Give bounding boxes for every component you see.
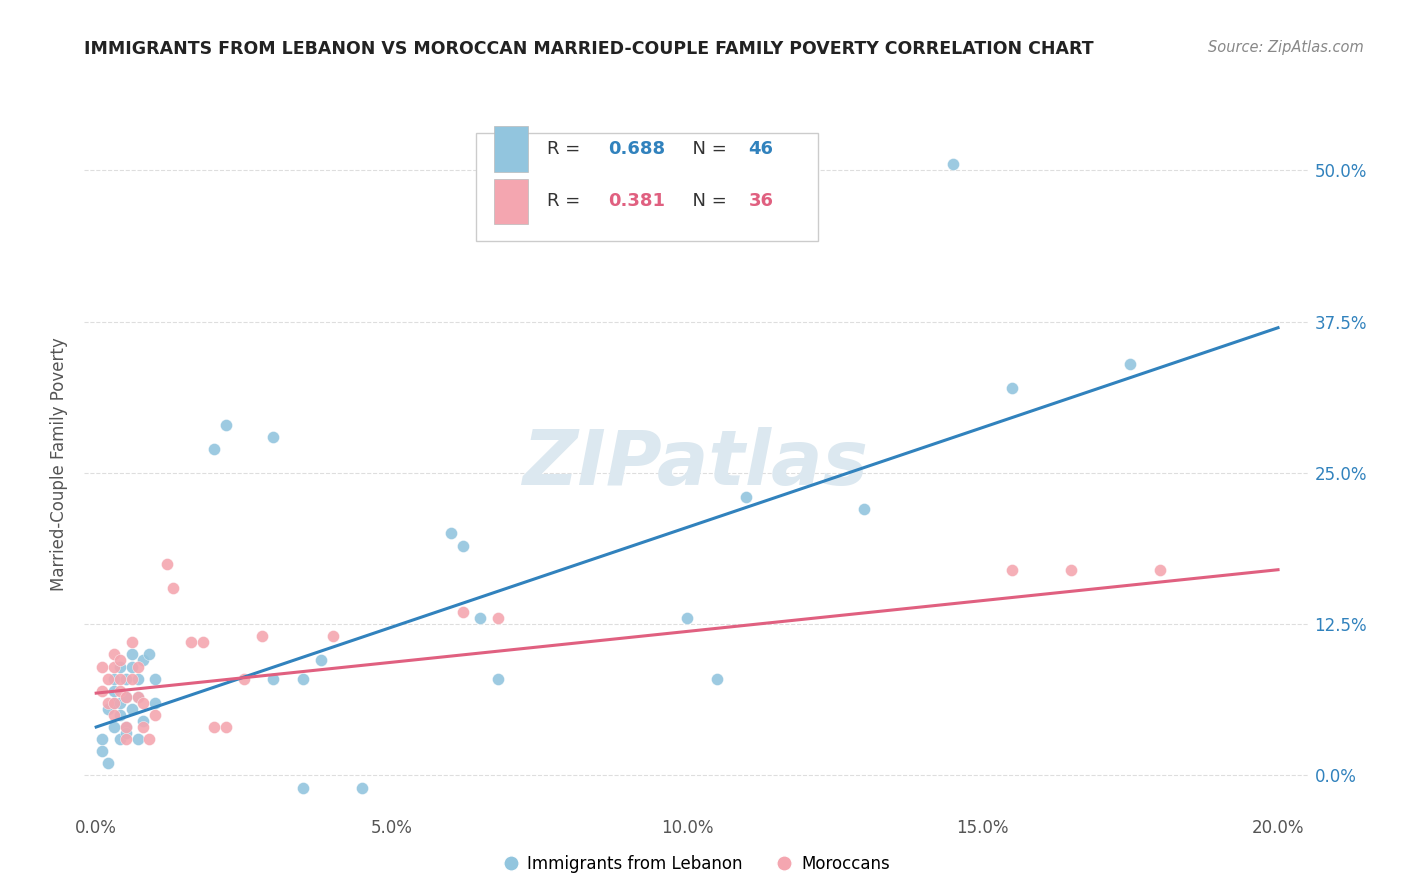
Point: [232, 672, 254, 686]
Point: [292, 780, 315, 795]
Point: [91, 659, 114, 673]
Y-axis label: Married-Couple Family Poverty: Married-Couple Family Poverty: [51, 337, 69, 591]
Text: 46: 46: [748, 140, 773, 158]
Text: N =: N =: [682, 140, 733, 158]
Point: [114, 720, 136, 734]
Point: [1001, 563, 1024, 577]
Point: [262, 429, 284, 443]
Point: [114, 726, 136, 740]
Point: [1060, 563, 1083, 577]
Point: [121, 635, 143, 649]
Point: [127, 690, 149, 704]
Point: [470, 611, 492, 625]
Point: [103, 720, 125, 734]
Point: [180, 635, 202, 649]
Point: [706, 672, 728, 686]
Point: [262, 672, 284, 686]
Point: [103, 696, 125, 710]
Point: [127, 732, 149, 747]
Point: [451, 539, 474, 553]
Point: [108, 659, 131, 673]
Point: [121, 659, 143, 673]
Point: [853, 502, 876, 516]
Point: [486, 672, 509, 686]
Text: ZIPatlas: ZIPatlas: [523, 427, 869, 500]
Text: R =: R =: [547, 140, 586, 158]
Point: [91, 732, 114, 747]
Point: [103, 707, 125, 722]
Point: [486, 611, 509, 625]
Point: [1149, 563, 1171, 577]
FancyBboxPatch shape: [494, 178, 529, 224]
Text: IMMIGRANTS FROM LEBANON VS MOROCCAN MARRIED-COUPLE FAMILY POVERTY CORRELATION CH: IMMIGRANTS FROM LEBANON VS MOROCCAN MARR…: [84, 40, 1094, 58]
Point: [1119, 357, 1142, 371]
Point: [114, 720, 136, 734]
Point: [91, 744, 114, 758]
Point: [322, 629, 344, 643]
Point: [97, 702, 120, 716]
Point: [309, 653, 332, 667]
Text: 0.688: 0.688: [607, 140, 665, 158]
Point: [202, 720, 225, 734]
Point: [215, 720, 238, 734]
Point: [352, 780, 374, 795]
Point: [440, 526, 463, 541]
FancyBboxPatch shape: [494, 127, 529, 171]
Point: [156, 557, 179, 571]
Point: [103, 672, 125, 686]
Point: [108, 672, 131, 686]
Point: [103, 648, 125, 662]
Point: [451, 605, 474, 619]
FancyBboxPatch shape: [475, 134, 818, 241]
Point: [114, 690, 136, 704]
Point: [114, 672, 136, 686]
Point: [132, 653, 155, 667]
Point: [215, 417, 238, 432]
Text: 0.381: 0.381: [607, 192, 665, 211]
Point: [108, 696, 131, 710]
Point: [250, 629, 273, 643]
Point: [292, 672, 315, 686]
Point: [114, 690, 136, 704]
Point: [103, 696, 125, 710]
Point: [108, 683, 131, 698]
Point: [735, 490, 758, 504]
Point: [127, 672, 149, 686]
Point: [108, 732, 131, 747]
Legend: Immigrants from Lebanon, Moroccans: Immigrants from Lebanon, Moroccans: [495, 848, 897, 880]
Point: [942, 157, 965, 171]
Point: [97, 672, 120, 686]
Point: [103, 683, 125, 698]
Point: [103, 659, 125, 673]
Point: [143, 696, 166, 710]
Point: [191, 635, 214, 649]
Point: [97, 696, 120, 710]
Point: [1001, 381, 1024, 395]
Point: [108, 707, 131, 722]
Point: [143, 672, 166, 686]
Point: [202, 442, 225, 456]
Point: [108, 653, 131, 667]
Point: [121, 702, 143, 716]
Text: Source: ZipAtlas.com: Source: ZipAtlas.com: [1208, 40, 1364, 55]
Point: [132, 714, 155, 728]
Point: [121, 672, 143, 686]
Point: [676, 611, 699, 625]
Point: [91, 683, 114, 698]
Point: [138, 732, 160, 747]
Text: N =: N =: [682, 192, 733, 211]
Point: [127, 659, 149, 673]
Point: [114, 732, 136, 747]
Point: [132, 696, 155, 710]
Point: [138, 648, 160, 662]
Point: [143, 707, 166, 722]
Point: [121, 648, 143, 662]
Point: [127, 690, 149, 704]
Point: [97, 756, 120, 771]
Point: [132, 720, 155, 734]
Point: [162, 581, 184, 595]
Text: R =: R =: [547, 192, 586, 211]
Text: 36: 36: [748, 192, 773, 211]
